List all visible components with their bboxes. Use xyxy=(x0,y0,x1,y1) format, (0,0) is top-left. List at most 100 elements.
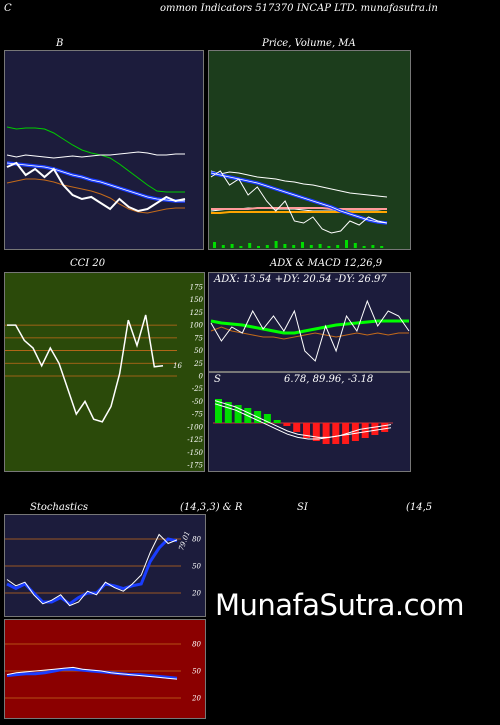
williams-level-label: 20 xyxy=(191,695,201,703)
stochastics-level-label: 80 xyxy=(192,536,201,544)
stochastics-params: (14,3,3) & R xyxy=(180,502,243,513)
volume-bar xyxy=(380,246,384,248)
macd-histogram-bar xyxy=(303,423,310,438)
volume-bar xyxy=(336,245,340,248)
bollinger-panel xyxy=(4,50,204,250)
volume-bar xyxy=(221,245,225,248)
volume-bar xyxy=(309,245,313,248)
volume-bar xyxy=(230,244,234,248)
volume-bar xyxy=(362,246,366,248)
bollinger-title: B xyxy=(56,38,64,49)
rsi-params: (14,5 xyxy=(406,502,433,513)
macd-histogram-bar xyxy=(381,423,389,432)
adx-panel xyxy=(208,272,411,372)
macd-readout: 6.78, 89.96, -3.18 xyxy=(284,374,374,385)
cci-tick-label: -75 xyxy=(192,411,204,419)
macd-panel xyxy=(208,372,411,472)
adx-chart xyxy=(210,299,410,362)
cci-tick-label: 50 xyxy=(194,347,203,355)
bollinger-series-2-core xyxy=(6,162,185,202)
stochastics-value-label: 79.01 xyxy=(177,530,191,552)
cci-tick-label: 100 xyxy=(190,322,204,330)
volume-bar xyxy=(345,240,348,248)
stochastics-panel: 80 50 20 79.01 xyxy=(4,514,206,617)
volume-bar xyxy=(327,246,331,248)
macd-left-label: S xyxy=(214,374,221,385)
price-ma-panel xyxy=(208,50,411,250)
stochastics-blue-line xyxy=(6,537,178,606)
price-ma-chart xyxy=(210,170,388,248)
cci-last-value: 16 xyxy=(173,362,182,370)
macd-histogram-bar xyxy=(224,402,232,423)
macd-histogram-bar xyxy=(371,423,379,435)
cci-tick-label: -100 xyxy=(187,423,203,431)
adx-series-2 xyxy=(210,299,410,362)
macd-histogram-bar xyxy=(234,405,242,423)
price-ma-series-4 xyxy=(210,171,388,225)
bollinger-series-2 xyxy=(6,161,185,203)
macd-series-0 xyxy=(214,403,392,440)
macd-histogram-bar xyxy=(293,423,301,432)
stochastics-white-line xyxy=(6,533,178,607)
volume-bar xyxy=(353,243,357,248)
cci-tick-label: 25 xyxy=(193,360,203,368)
cci-tick-label: -175 xyxy=(187,462,203,470)
price-ma-series-3 xyxy=(211,211,387,214)
volume-bar xyxy=(274,241,278,248)
cci-panel: 175 150 125 100 75 50 25 0 -25 -50 -75 -100 -125 -150… xyxy=(4,272,205,472)
williams-level-label: 80 xyxy=(192,641,201,649)
bollinger-series-4 xyxy=(6,161,186,213)
williams-level-label: 50 xyxy=(192,668,201,676)
price-ma-series-4-core xyxy=(210,172,388,224)
macd-chart xyxy=(213,399,393,444)
cci-tick-label: 75 xyxy=(194,334,203,342)
macd-histogram-bar xyxy=(322,423,330,444)
watermark: MunafaSutra.com xyxy=(215,588,465,622)
macd-series-1 xyxy=(214,400,392,438)
volume-bar xyxy=(239,246,243,248)
cci-tick-label: -50 xyxy=(192,398,204,406)
page-title: ommon Indicators 517370 INCAP LTD. munaf… xyxy=(160,3,438,14)
stochastics-level-label: 50 xyxy=(192,563,201,571)
stochastics-chart: 80 50 20 79.01 xyxy=(5,530,202,607)
macd-histogram-bar xyxy=(273,420,281,423)
cci-tick-label: -125 xyxy=(187,436,203,444)
cci-chart: 175 150 125 100 75 50 25 0 -25 -50 -75 -100 -125 -150… xyxy=(5,284,204,470)
bollinger-series-1 xyxy=(6,151,185,159)
williams-white-line xyxy=(6,666,178,680)
macd-histogram-bar xyxy=(283,423,291,426)
cci-tick-label: -150 xyxy=(187,449,203,457)
adx-series-1 xyxy=(210,326,409,340)
price-ma-series-0 xyxy=(210,170,388,198)
williams-chart: 80 50 20 xyxy=(5,641,202,703)
bollinger-series-3 xyxy=(6,178,185,214)
price-ma-series-5 xyxy=(210,170,388,234)
stochastics-title: Stochastics xyxy=(30,502,88,513)
volume-bar xyxy=(265,245,269,248)
volume-bar xyxy=(371,245,375,248)
cci-tick-label: 175 xyxy=(190,284,204,292)
volume-bar xyxy=(213,242,216,248)
cci-tick-label: -25 xyxy=(192,385,204,393)
volume-bar xyxy=(248,243,252,248)
cci-title: CCI 20 xyxy=(70,258,106,269)
williams-blue-line xyxy=(6,667,178,680)
volume-bar xyxy=(257,246,260,248)
williams-panel: 80 50 20 xyxy=(4,619,206,719)
cci-tick-label: 150 xyxy=(190,296,204,304)
macd-histogram-bar xyxy=(332,423,340,444)
adx-series-0 xyxy=(210,319,409,335)
adx-title: ADX & MACD 12,26,9 xyxy=(270,258,383,269)
bollinger-chart xyxy=(6,126,186,214)
macd-histogram-bar xyxy=(351,423,359,441)
adx-readout: ADX: 13.54 +DY: 20.54 -DY: 26.97 xyxy=(214,274,387,285)
macd-histogram-bar xyxy=(312,423,320,441)
stochastics-level-label: 20 xyxy=(191,590,201,598)
volume-bar xyxy=(301,242,304,248)
cci-tick-label: 125 xyxy=(190,309,204,317)
macd-histogram-bar xyxy=(361,423,369,438)
header-left-letter: C xyxy=(4,3,12,14)
price-ma-title: Price, Volume, MA xyxy=(262,38,356,49)
volume-bar xyxy=(318,244,322,248)
cci-line xyxy=(7,314,164,423)
